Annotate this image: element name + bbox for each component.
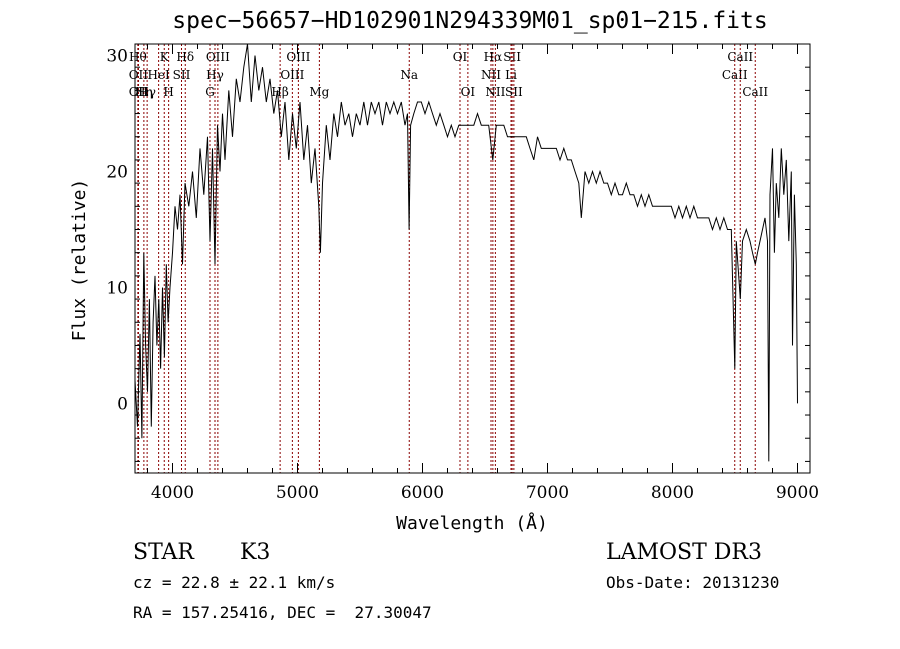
coordinates: RA = 157.25416, DEC = 27.30047 — [133, 603, 432, 622]
line-marker-label: OIII — [206, 50, 230, 64]
object-subclass: K3 — [240, 540, 271, 565]
line-marker-label: Hδ — [176, 50, 194, 64]
line-marker-label: SII — [505, 85, 523, 99]
y-axis-label: Flux (relative) — [69, 179, 90, 342]
line-marker-label: NII — [485, 85, 505, 99]
survey-name: LAMOST DR3 — [606, 540, 762, 565]
line-marker-label: NII — [481, 68, 501, 82]
line-marker-label: G — [205, 85, 215, 99]
line-marker-label: Mg — [309, 85, 329, 99]
y-tick-label: 30 — [106, 47, 128, 67]
line-marker-label: SII — [503, 50, 521, 64]
line-marker-label: Hβ — [271, 85, 288, 99]
line-marker-label: SII — [173, 68, 191, 82]
line-marker-label: OI — [453, 50, 468, 64]
line-marker-label: CaII — [722, 68, 748, 82]
line-marker-label: Hα — [484, 50, 503, 64]
spectrum-line — [134, 43, 798, 462]
line-marker-label: Li — [505, 68, 517, 82]
observation-date: Obs-Date: 20131230 — [606, 573, 780, 592]
line-marker-label: CaII — [742, 85, 768, 99]
x-tick-label: 6000 — [401, 483, 444, 503]
x-tick-label: 7000 — [526, 483, 569, 503]
x-tick-label: 8000 — [651, 483, 694, 503]
y-tick-label: 20 — [106, 163, 128, 183]
redshift-value: cz = 22.8 ± 22.1 km/s — [133, 573, 336, 592]
line-marker-label: K — [160, 50, 170, 64]
line-marker-label: Hγ — [138, 85, 156, 99]
x-tick-label: 9000 — [776, 483, 819, 503]
line-marker-label: OIII — [286, 50, 310, 64]
line-marker-label: CaII — [727, 50, 753, 64]
x-axis: 4000 5000 6000 7000 8000 9000 — [147, 44, 819, 503]
line-marker-label: Na — [400, 68, 418, 82]
line-marker-label: HeI — [147, 68, 170, 82]
x-tick-label: 4000 — [151, 483, 194, 503]
chart-title: spec−56657−HD102901N294339M01_sp01−215.f… — [172, 8, 768, 34]
line-marker-label: H — [163, 85, 173, 99]
y-tick-label: 10 — [106, 278, 128, 298]
line-marker-label: OI — [461, 85, 476, 99]
line-marker-label: Hη — [135, 85, 153, 99]
line-markers: HθOIIOIIHηHγHeIKHSIIHδGHγOIIIHβOIIIOIIIM… — [129, 44, 768, 473]
plot-frame — [134, 43, 811, 474]
y-axis: 0 10 20 30 — [106, 47, 810, 462]
x-axis-label: Wavelength (Å) — [396, 512, 548, 534]
line-marker-label: Hγ — [206, 68, 224, 82]
object-class: STAR — [133, 540, 194, 565]
line-marker-label: OII — [129, 68, 149, 82]
line-marker-label: OIII — [280, 68, 304, 82]
x-tick-label: 5000 — [276, 483, 319, 503]
y-tick-label: 0 — [117, 394, 128, 414]
